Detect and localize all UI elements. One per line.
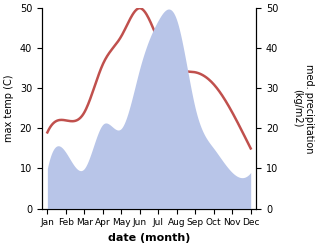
Y-axis label: max temp (C): max temp (C) [4, 75, 14, 142]
X-axis label: date (month): date (month) [108, 233, 190, 243]
Y-axis label: med. precipitation
(kg/m2): med. precipitation (kg/m2) [292, 64, 314, 153]
